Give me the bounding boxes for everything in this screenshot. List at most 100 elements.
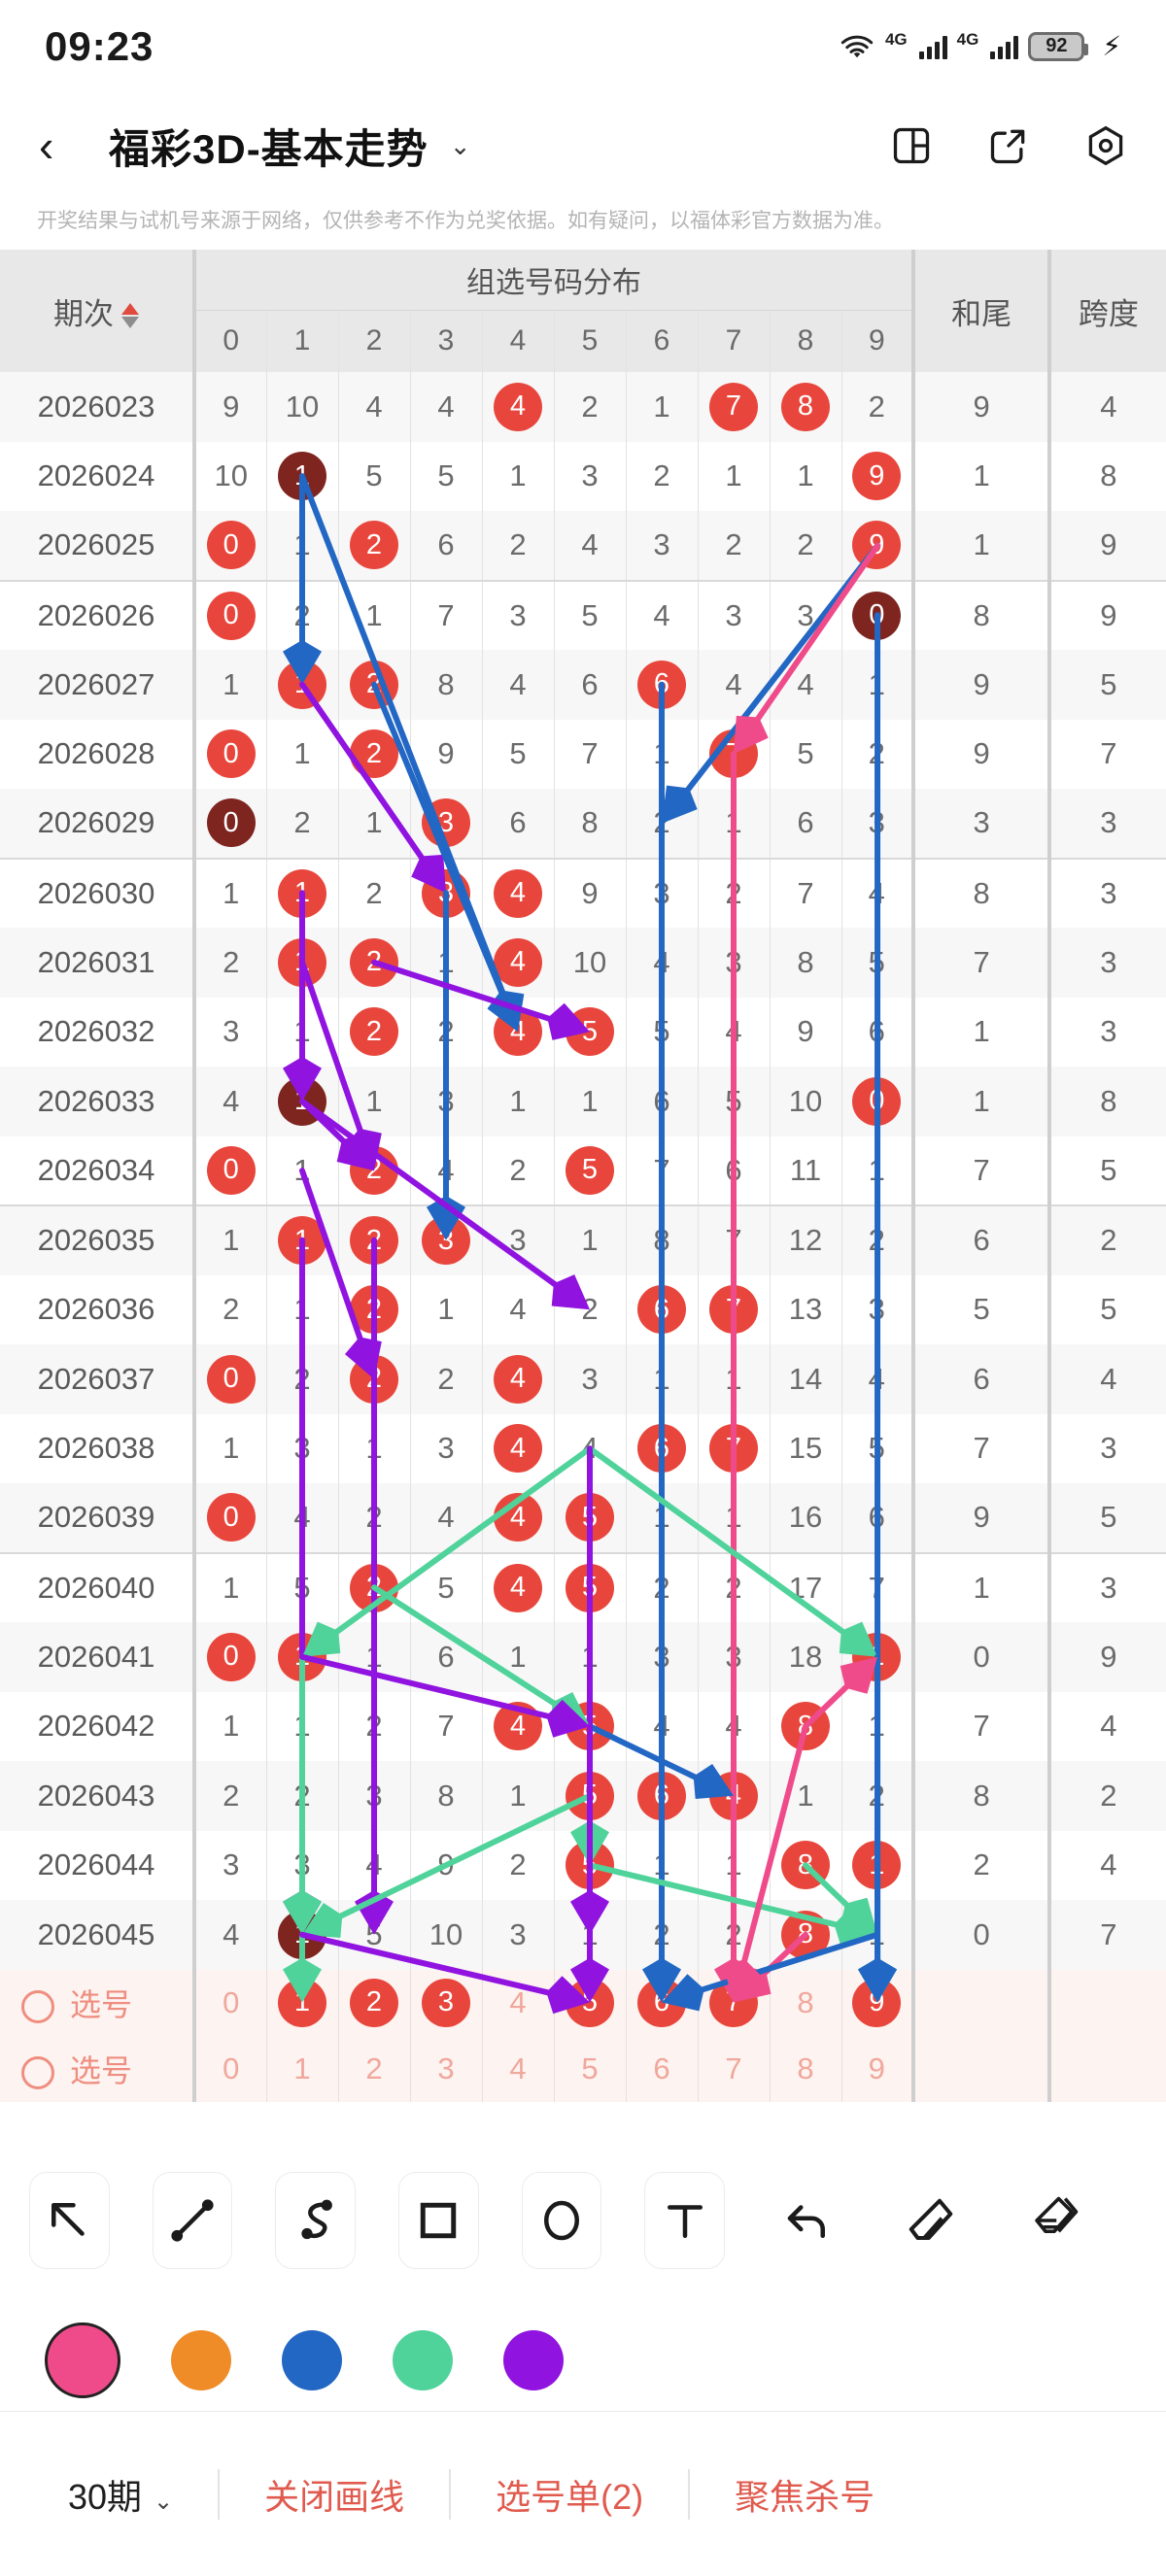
cell-digit-5[interactable]: 4 <box>554 1413 627 1483</box>
cell-digit-6[interactable]: 1 <box>626 372 699 442</box>
cell-digit-0[interactable]: 1 <box>192 857 267 928</box>
cell-digit-2[interactable]: 1 <box>338 1413 411 1483</box>
cell-digit-9[interactable]: 1 <box>841 650 914 720</box>
table-row[interactable]: 2026041 0 1 1 6 1 1 3 3 18 1 0 9 <box>0 1622 1166 1692</box>
table-row[interactable]: 2026026 0 2 1 7 3 5 4 3 3 0 8 9 <box>0 579 1166 650</box>
cell-digit-8[interactable]: 3 <box>770 579 842 650</box>
cell-digit-9[interactable]: 5 <box>841 1413 914 1483</box>
cell-digit-1[interactable]: 1 <box>266 857 339 928</box>
cell-digit-9[interactable]: 2 <box>841 1204 914 1275</box>
cell-digit-3[interactable]: 8 <box>410 1761 483 1831</box>
table-row[interactable]: 2026032 3 1 2 2 4 5 5 4 9 6 1 3 <box>0 997 1166 1067</box>
cell-digit-8[interactable]: 4 <box>770 650 842 720</box>
cell-digit-4[interactable]: 2 <box>482 511 555 581</box>
color-swatch-0[interactable] <box>45 2322 120 2398</box>
table-row[interactable]: 2026029 0 2 1 3 6 8 2 1 6 3 3 3 <box>0 789 1166 859</box>
picked-ball[interactable]: 9 <box>852 1978 902 2027</box>
cell-digit-7[interactable]: 1 <box>698 1344 771 1414</box>
cell-digit-5[interactable]: 5 <box>554 1691 627 1761</box>
cell-digit-6[interactable]: 2 <box>626 1900 699 1970</box>
cell-digit-9[interactable]: 2 <box>841 372 914 442</box>
cell-digit-8[interactable]: 6 <box>770 789 842 859</box>
cell-digit-8[interactable]: 17 <box>770 1551 842 1622</box>
cell-digit-3[interactable]: 6 <box>410 1622 483 1692</box>
cell-digit-6[interactable]: 7 <box>626 1135 699 1205</box>
pick-row-label[interactable]: 选号 <box>0 2035 196 2102</box>
cell-digit-3[interactable]: 9 <box>410 1830 483 1900</box>
cell-digit-9[interactable]: 7 <box>841 1551 914 1622</box>
cell-digit-3[interactable]: 6 <box>410 511 483 581</box>
sort-arrows-icon[interactable] <box>121 303 139 329</box>
table-row[interactable]: 2026035 1 1 2 3 3 1 8 7 12 2 6 2 <box>0 1204 1166 1275</box>
cell-digit-3[interactable]: 3 <box>410 789 483 859</box>
table-row[interactable]: 2026037 0 2 2 2 4 3 1 1 14 4 6 4 <box>0 1344 1166 1414</box>
cell-digit-7[interactable]: 2 <box>698 1551 771 1622</box>
cell-digit-5[interactable]: 9 <box>554 857 627 928</box>
table-row[interactable]: 2026028 0 1 2 9 5 7 1 7 5 2 9 7 <box>0 719 1166 789</box>
cell-digit-9[interactable]: 6 <box>841 1483 914 1553</box>
cell-digit-0[interactable]: 1 <box>192 1691 267 1761</box>
cell-digit-4[interactable]: 4 <box>482 1344 555 1414</box>
cell-digit-1[interactable]: 2 <box>266 579 339 650</box>
cell-digit-7[interactable]: 4 <box>698 650 771 720</box>
table-row[interactable]: 2026042 1 1 2 7 4 5 4 4 8 1 7 4 <box>0 1691 1166 1761</box>
cell-digit-9[interactable]: 3 <box>841 789 914 859</box>
cell-digit-8[interactable]: 9 <box>770 997 842 1067</box>
cell-digit-2[interactable]: 2 <box>338 1274 411 1344</box>
table-row[interactable]: 2026039 0 4 2 4 4 5 1 1 16 6 9 5 <box>0 1483 1166 1553</box>
cell-digit-2[interactable]: 2 <box>338 1135 411 1205</box>
cell-digit-9[interactable]: 3 <box>841 1274 914 1344</box>
cell-digit-0[interactable]: 3 <box>192 1830 267 1900</box>
cell-digit-2[interactable]: 2 <box>338 1691 411 1761</box>
pick-cell-3[interactable]: 3 <box>410 2035 483 2102</box>
cell-digit-0[interactable]: 0 <box>192 511 267 581</box>
cell-digit-6[interactable]: 2 <box>626 789 699 859</box>
cell-digit-5[interactable]: 5 <box>554 997 627 1067</box>
cell-digit-0[interactable]: 9 <box>192 372 267 442</box>
pick-cell-1[interactable]: 1 <box>266 2035 339 2102</box>
cell-digit-0[interactable]: 1 <box>192 1413 267 1483</box>
cell-digit-4[interactable]: 1 <box>482 1622 555 1692</box>
pick-cell-9[interactable]: 9 <box>841 1969 914 2036</box>
pick-cell-8[interactable]: 8 <box>770 2035 842 2102</box>
cell-digit-3[interactable]: 5 <box>410 441 483 511</box>
picked-ball[interactable]: 1 <box>278 1978 326 2027</box>
square-icon[interactable] <box>398 2172 479 2269</box>
arrow-up-left-icon[interactable] <box>29 2172 110 2269</box>
table-row[interactable]: 2026044 3 3 4 9 2 5 1 1 8 1 2 4 <box>0 1830 1166 1900</box>
back-button[interactable]: ‹ <box>39 120 54 171</box>
cell-digit-3[interactable]: 9 <box>410 719 483 789</box>
table-row[interactable]: 2026036 2 1 2 1 4 2 6 7 13 3 5 5 <box>0 1274 1166 1344</box>
text-t-icon[interactable] <box>644 2172 726 2269</box>
cell-digit-0[interactable]: 2 <box>192 1761 267 1831</box>
cell-digit-5[interactable]: 1 <box>554 1067 627 1136</box>
cell-digit-2[interactable]: 2 <box>338 997 411 1067</box>
period-column-header[interactable]: 期次 <box>0 250 196 372</box>
circle-icon[interactable] <box>521 2172 602 2269</box>
cell-digit-9[interactable]: 1 <box>841 1830 914 1900</box>
cell-digit-9[interactable]: 2 <box>841 719 914 789</box>
table-row[interactable]: 2026040 1 5 2 5 4 5 2 2 17 7 1 3 <box>0 1551 1166 1622</box>
cell-digit-8[interactable]: 18 <box>770 1622 842 1692</box>
cell-digit-1[interactable]: 1 <box>266 1274 339 1344</box>
cell-digit-8[interactable]: 10 <box>770 1067 842 1136</box>
cell-digit-4[interactable]: 4 <box>482 857 555 928</box>
cell-digit-6[interactable]: 1 <box>626 719 699 789</box>
cell-digit-2[interactable]: 2 <box>338 928 411 998</box>
cell-digit-0[interactable]: 0 <box>192 1135 267 1205</box>
cell-digit-4[interactable]: 5 <box>482 719 555 789</box>
cell-digit-6[interactable]: 3 <box>626 511 699 581</box>
cell-digit-6[interactable]: 1 <box>626 1344 699 1414</box>
cell-digit-3[interactable]: 1 <box>410 928 483 998</box>
cell-digit-2[interactable]: 2 <box>338 650 411 720</box>
cell-digit-9[interactable]: 0 <box>841 1067 914 1136</box>
cell-digit-8[interactable]: 2 <box>770 511 842 581</box>
cell-digit-8[interactable]: 8 <box>770 1691 842 1761</box>
picked-ball[interactable]: 5 <box>566 1978 614 2027</box>
cell-digit-0[interactable]: 4 <box>192 1900 267 1970</box>
cell-digit-7[interactable]: 1 <box>698 1483 771 1553</box>
table-row[interactable]: 2026025 0 1 2 6 2 4 3 2 2 9 1 9 <box>0 511 1166 581</box>
pick-cell-6[interactable]: 6 <box>626 1969 699 2036</box>
cell-digit-7[interactable]: 2 <box>698 511 771 581</box>
cell-digit-2[interactable]: 5 <box>338 1900 411 1970</box>
